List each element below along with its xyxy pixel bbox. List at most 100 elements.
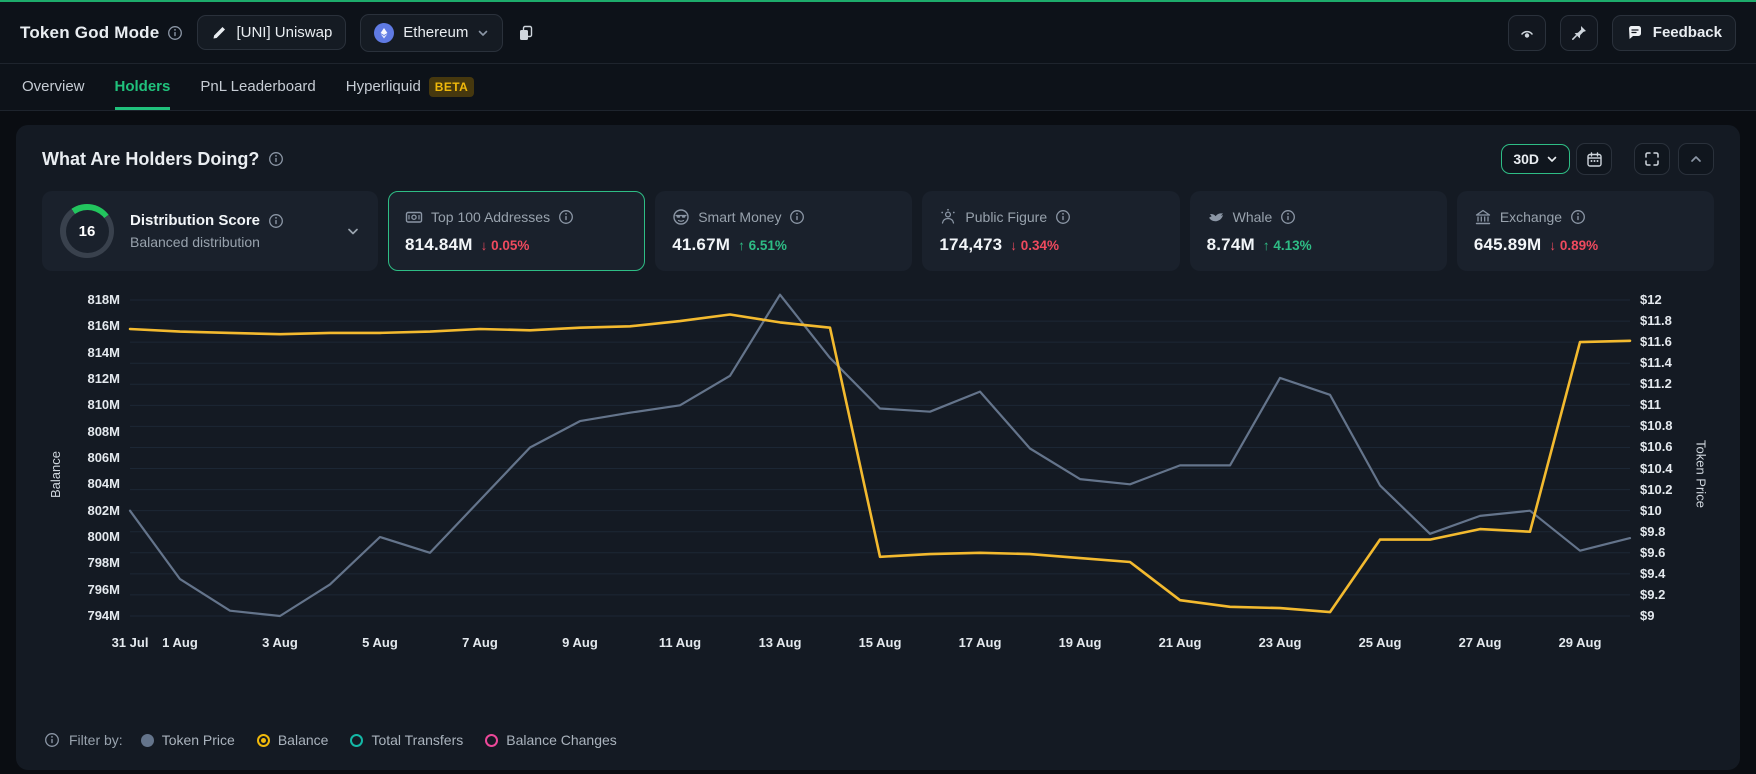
pencil-icon [211, 25, 227, 41]
legend-label: Total Transfers [371, 732, 464, 748]
date-range-dropdown[interactable]: 30D [1501, 144, 1570, 174]
date-range-value: 30D [1513, 151, 1539, 167]
left-axis-tick: 818M [87, 292, 120, 307]
tab-bar: Overview Holders PnL Leaderboard Hyperliqui… [0, 64, 1756, 111]
eye-icon [1518, 24, 1536, 42]
legend-label: Token Price [161, 732, 235, 748]
tab-label: Holders [114, 78, 171, 95]
right-axis-tick: $9.2 [1640, 586, 1666, 602]
info-icon[interactable] [44, 732, 60, 748]
top-accent-line [0, 0, 1756, 2]
right-axis-tick: $10 [1640, 502, 1662, 518]
info-icon[interactable] [167, 25, 183, 41]
wallet-icon [405, 208, 423, 226]
legend-toggle-balance-changes[interactable]: Balance Changes [485, 732, 617, 748]
speech-bubble-icon [1626, 24, 1644, 42]
copy-icon[interactable] [517, 24, 535, 42]
x-axis-tick: 31 Jul [111, 635, 149, 650]
right-axis-tick: $10.8 [1640, 418, 1673, 434]
legend-label: Balance [277, 732, 329, 748]
chart-filter-row: Filter by: Token Price Balance Total Trans… [42, 720, 1714, 756]
stat-value: 8.74M [1206, 234, 1255, 254]
right-axis-tick: $11.4 [1640, 355, 1672, 371]
stat-change: ↓ 0.89% [1549, 237, 1599, 253]
left-axis-tick: 812M [87, 371, 120, 386]
x-axis-tick: 29 Aug [1558, 635, 1602, 650]
calendar-button[interactable] [1576, 143, 1612, 175]
legend-marker [140, 733, 154, 747]
stat-card-public-figure[interactable]: Public Figure 174,473 ↓ 0.34% [922, 191, 1180, 271]
chevron-down-icon [1546, 153, 1558, 165]
tab-pnl-leaderboard[interactable]: PnL Leaderboard [200, 64, 315, 110]
x-axis-tick: 15 Aug [858, 635, 902, 650]
left-axis-tick: 804M [87, 476, 120, 492]
watch-button[interactable] [1507, 14, 1546, 51]
legend-toggle-balance[interactable]: Balance [256, 732, 329, 748]
right-axis-tick: $12 [1640, 292, 1662, 307]
info-icon[interactable] [1055, 209, 1071, 225]
right-axis-tick: $10.2 [1640, 481, 1673, 497]
legend-toggle-total-transfers[interactable]: Total Transfers [350, 732, 463, 748]
legend-label: Balance Changes [506, 732, 617, 748]
info-icon[interactable] [1570, 209, 1586, 225]
chain-select-label: Ethereum [403, 24, 469, 41]
panel-title: What Are Holders Doing? [42, 149, 284, 170]
distribution-score-gauge: 16 [60, 204, 114, 258]
left-axis-tick: 798M [87, 555, 120, 571]
stat-change: ↓ 0.05% [480, 237, 530, 253]
info-icon[interactable] [1280, 209, 1296, 225]
x-axis-tick: 13 Aug [758, 635, 802, 650]
pin-button[interactable] [1559, 14, 1598, 51]
stat-label: Top 100 Addresses [431, 208, 551, 225]
left-axis-tick: 816M [87, 318, 120, 334]
stat-label: Whale [1232, 208, 1273, 225]
stat-value: 814.84M [405, 234, 473, 254]
legend-marker [485, 733, 499, 747]
right-axis-tick: $11.6 [1640, 334, 1672, 350]
x-axis-tick: 25 Aug [1358, 635, 1402, 650]
distribution-score-value: 16 [65, 209, 109, 253]
legend-toggle-token-price[interactable]: Token Price [140, 732, 235, 748]
smart-money-icon [672, 208, 690, 226]
page-title-text: Token God Mode [20, 22, 160, 42]
x-axis-tick: 27 Aug [1458, 635, 1502, 650]
chart-plot-area[interactable] [130, 289, 1630, 627]
info-icon[interactable] [268, 213, 284, 229]
distribution-score-label: Distribution Score [130, 212, 261, 229]
x-axis-tick: 9 Aug [562, 635, 598, 650]
tab-label: Hyperliquid [345, 78, 421, 95]
tab-overview[interactable]: Overview [22, 64, 85, 110]
x-axis-tick: 11 Aug [658, 635, 702, 650]
holders-chart: Balance 818M 816M 814M 812M 810M 808M 806M 804M… [42, 289, 1714, 720]
stat-card-top-100-addresses[interactable]: Top 100 Addresses 814.84M ↓ 0.05% [388, 191, 646, 271]
stat-card-whale[interactable]: Whale 8.74M ↑ 4.13% [1189, 191, 1447, 271]
token-select-button[interactable]: [UNI] Uniswap [197, 15, 347, 50]
right-axis-tick: $10.6 [1640, 439, 1673, 455]
info-icon[interactable] [558, 209, 574, 225]
tab-label: Overview [22, 78, 85, 95]
public-figure-icon [939, 208, 957, 226]
info-icon[interactable] [268, 151, 284, 167]
fullscreen-button[interactable] [1634, 143, 1670, 175]
right-axis-tick: $9.6 [1640, 544, 1666, 560]
tab-holders[interactable]: Holders [114, 64, 171, 110]
info-icon[interactable] [789, 209, 805, 225]
distribution-score-card[interactable]: 16 Distribution Score Balanced distribut… [42, 191, 378, 271]
chain-select-button[interactable]: Ethereum [360, 13, 504, 52]
left-axis-tick: 810M [87, 397, 120, 413]
tab-hyperliquid[interactable]: Hyperliquid BETA [345, 64, 475, 110]
stat-label: Smart Money [698, 208, 782, 225]
stat-card-smart-money[interactable]: Smart Money 41.67M ↑ 6.51% [655, 191, 913, 271]
right-axis-tick: $9 [1640, 608, 1655, 623]
left-axis-tick: 808M [87, 423, 120, 439]
right-axis-tick: $9.4 [1640, 565, 1666, 581]
right-axis-tick: $10.4 [1640, 460, 1673, 476]
tab-label: PnL Leaderboard [200, 78, 316, 95]
feedback-button[interactable]: Feedback [1611, 14, 1736, 51]
x-axis-tick: 7 Aug [462, 635, 498, 650]
right-axis-tick: $9.8 [1640, 523, 1666, 539]
stat-card-exchange[interactable]: Exchange 645.89M ↓ 0.89% [1456, 191, 1715, 271]
x-axis-tick: 5 Aug [362, 635, 398, 650]
collapse-button[interactable] [1678, 143, 1714, 175]
filter-by-label: Filter by: [69, 732, 123, 748]
